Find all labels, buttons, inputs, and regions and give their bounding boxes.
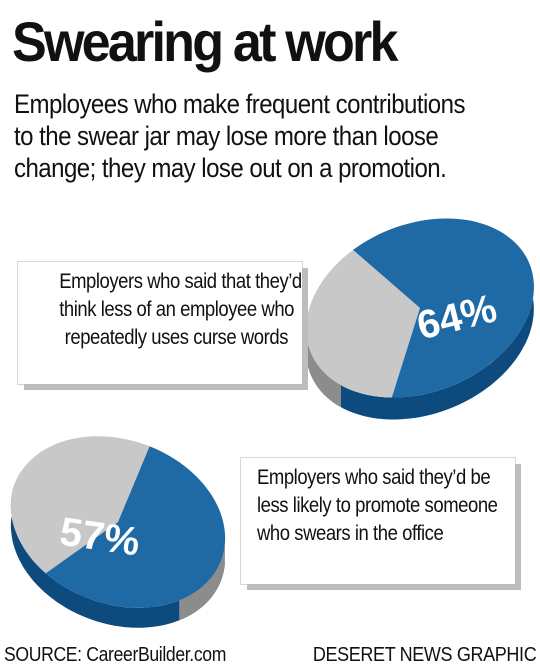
callout-2-line-2: less likely to promote someone	[257, 494, 498, 517]
pie-1-depth-side	[306, 250, 534, 420]
source-note: SOURCE: CareerBuilder.com	[4, 644, 227, 666]
pie-2-depth-side-gray	[179, 545, 225, 621]
pie-1-slice-value	[353, 218, 534, 398]
pie-chart-2: 57%	[10, 436, 226, 628]
callout-1-line-2: think less of an employee who	[59, 298, 295, 321]
callout-1: Employers who said that they’d think les…	[18, 262, 302, 384]
pie-2-slice-value	[45, 446, 226, 608]
graphic-credit: DESERET NEWS GRAPHIC	[312, 644, 536, 666]
pie-2-depth-side	[10, 471, 225, 628]
footer: SOURCE: CareerBuilder.com DESERET NEWS G…	[4, 642, 536, 672]
callout-2-line-1: Employers who said they’d be	[257, 466, 491, 489]
callout-2-line-3: who swears in the office	[257, 522, 444, 545]
callout-2: Employers who said they’d be less likely…	[241, 458, 515, 584]
pie-2-slice-other	[10, 436, 150, 574]
page-subtitle: Employees who make frequent contribution…	[14, 89, 465, 183]
pie-chart-1: 64%	[306, 218, 534, 420]
pie-1-depth-side-gray	[306, 338, 341, 408]
pie-1-slice-other	[306, 249, 420, 398]
page-title: Swearing at work	[12, 10, 398, 73]
callout-1-line-3: repeatedly uses curse words	[64, 326, 289, 349]
callout-1-line-1: Employers who said that they’d	[59, 270, 302, 293]
